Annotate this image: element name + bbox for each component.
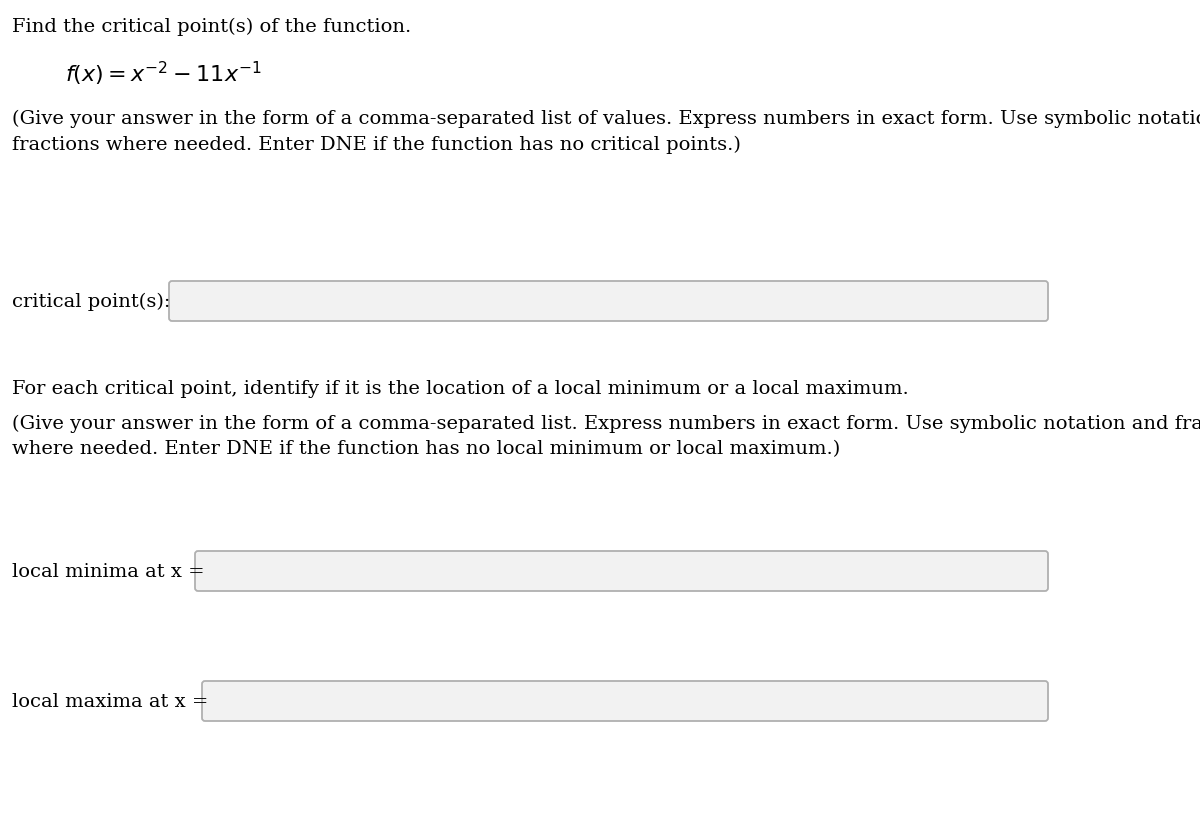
Text: local maxima at x =: local maxima at x =	[12, 692, 209, 710]
Text: critical point(s):: critical point(s):	[12, 292, 170, 310]
Text: Find the critical point(s) of the function.: Find the critical point(s) of the functi…	[12, 18, 412, 36]
Text: (Give your answer in the form of a comma-separated list of values. Express numbe: (Give your answer in the form of a comma…	[12, 110, 1200, 153]
Text: (Give your answer in the form of a comma-separated list. Express numbers in exac: (Give your answer in the form of a comma…	[12, 415, 1200, 458]
Text: local minima at x =: local minima at x =	[12, 562, 205, 580]
Text: For each critical point, identify if it is the location of a local minimum or a : For each critical point, identify if it …	[12, 379, 908, 397]
FancyBboxPatch shape	[169, 282, 1048, 321]
FancyBboxPatch shape	[194, 551, 1048, 591]
FancyBboxPatch shape	[202, 681, 1048, 721]
Text: $f(x) = x^{-2} - 11x^{-1}$: $f(x) = x^{-2} - 11x^{-1}$	[65, 60, 262, 88]
